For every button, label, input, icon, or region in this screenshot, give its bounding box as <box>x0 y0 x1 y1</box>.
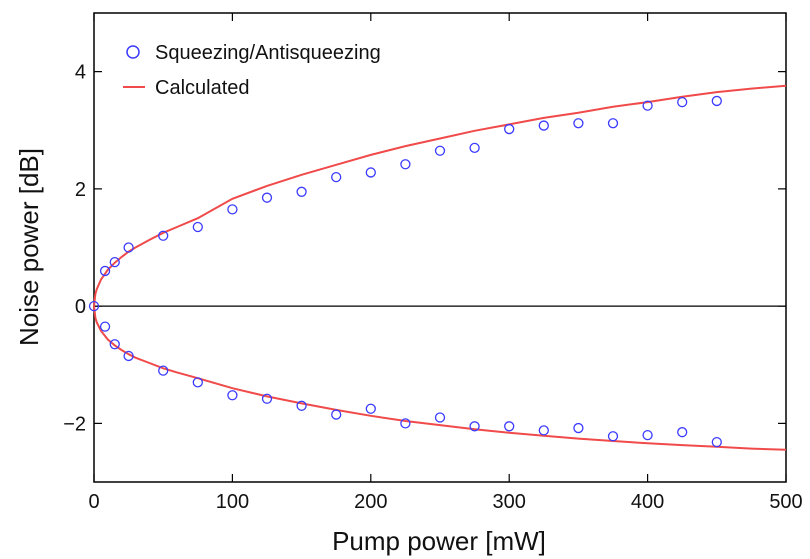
data-point <box>99 265 111 277</box>
x-tick-label: 500 <box>769 491 802 513</box>
data-point <box>504 421 515 432</box>
x-tick-label: 200 <box>354 491 387 513</box>
data-point <box>538 120 549 131</box>
data-point <box>711 95 722 107</box>
data-point <box>573 422 584 434</box>
data-point <box>99 321 111 332</box>
data-point <box>88 300 100 312</box>
data-point <box>331 171 342 183</box>
tick-labels: 0 100 200 300 400 500 −2 0 2 4 <box>63 62 803 513</box>
data-point <box>607 118 619 129</box>
data-point <box>434 412 446 423</box>
legend-marker-squeezing <box>126 45 140 59</box>
data-point <box>109 339 120 350</box>
legend-label-calculated: Calculated <box>155 77 250 99</box>
x-tick-label: 300 <box>493 491 526 513</box>
data-point <box>469 421 480 432</box>
data-point <box>227 390 238 401</box>
y-axis-label: Noise power [dB] <box>14 148 44 346</box>
data-point <box>504 123 515 135</box>
measured-markers <box>88 95 722 448</box>
data-point <box>296 186 307 197</box>
x-tick-label: 400 <box>631 491 664 513</box>
data-point <box>261 192 273 203</box>
data-point <box>677 427 688 438</box>
data-point <box>296 400 307 411</box>
data-point <box>711 436 722 448</box>
x-tick-label: 100 <box>216 491 249 513</box>
data-point <box>192 377 203 388</box>
data-point <box>158 230 169 241</box>
data-point <box>261 393 273 404</box>
data-point <box>538 425 549 436</box>
data-point <box>642 100 653 111</box>
data-point <box>677 96 688 108</box>
plot-frame <box>93 12 787 483</box>
data-point <box>158 365 169 376</box>
data-point <box>192 221 203 233</box>
data-point <box>400 159 411 170</box>
y-tick-label: 2 <box>75 179 86 201</box>
data-point <box>400 418 411 429</box>
data-point <box>109 257 120 268</box>
calculated-lower-line <box>93 305 787 451</box>
data-point <box>123 350 134 362</box>
data-point <box>469 142 480 153</box>
legend: Squeezing/Antisqueezing Calculated <box>123 42 381 99</box>
data-point <box>123 242 134 253</box>
data-point <box>365 403 376 414</box>
data-point <box>607 431 619 442</box>
calculated-curves <box>93 84 787 451</box>
data-point <box>573 118 584 129</box>
y-tick-label: −2 <box>63 413 86 435</box>
calculated-upper-line <box>93 84 787 307</box>
data-point <box>227 204 238 215</box>
axis-ticks <box>93 13 787 482</box>
data-point <box>642 429 653 441</box>
legend-label-squeezing: Squeezing/Antisqueezing <box>155 42 381 64</box>
y-tick-label: 0 <box>75 296 86 318</box>
data-point <box>434 145 446 156</box>
data-point <box>365 167 376 178</box>
plot-area <box>93 12 787 483</box>
y-tick-label: 4 <box>75 62 86 84</box>
x-axis-label: Pump power [mW] <box>332 526 546 556</box>
data-point <box>331 409 342 420</box>
x-tick-label: 0 <box>88 491 99 513</box>
